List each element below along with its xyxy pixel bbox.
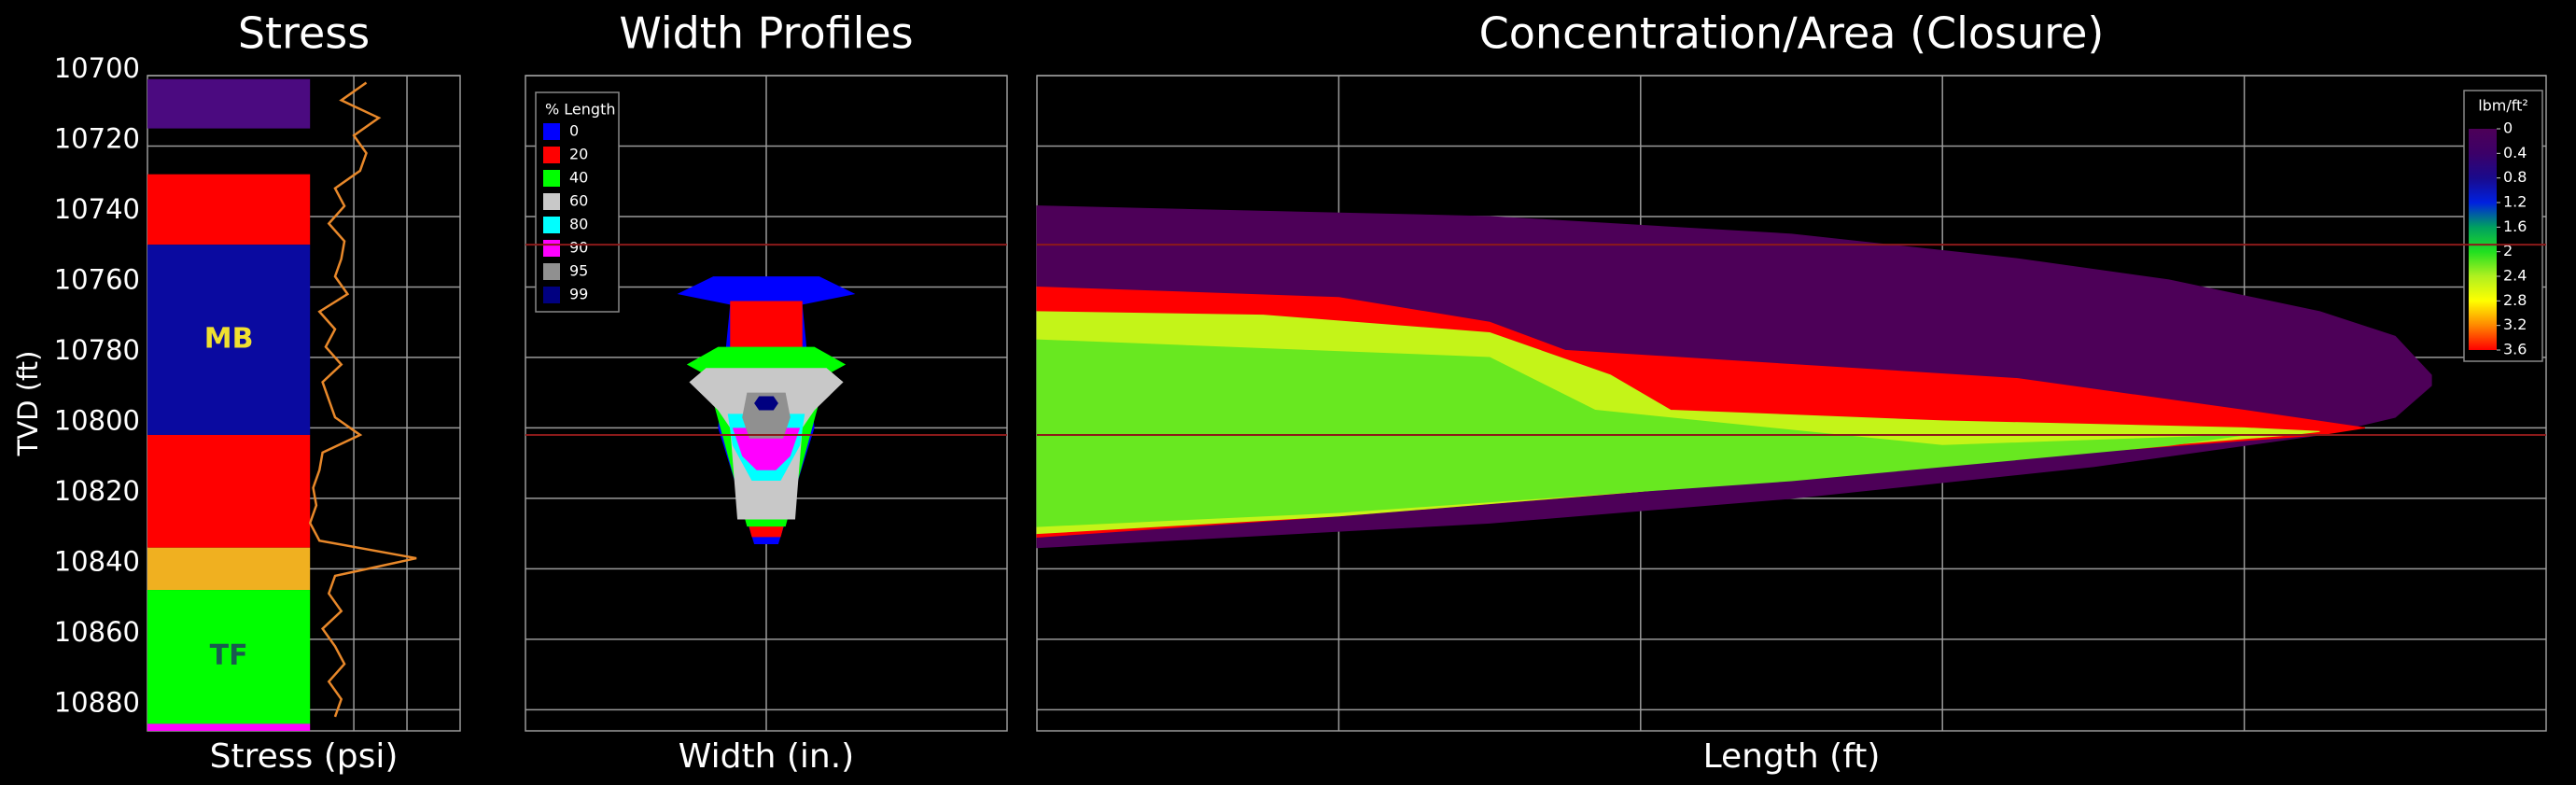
- y-tick-label: 10700: [54, 52, 140, 84]
- colorbar-tick-label: 0.8: [2503, 168, 2527, 186]
- y-tick-label: 10780: [54, 334, 140, 366]
- colorbar-tick-label: 2: [2503, 242, 2513, 259]
- layer-band: [147, 434, 311, 548]
- layer-band: [147, 723, 311, 731]
- legend-label: 40: [569, 169, 588, 187]
- y-tick-label: 10760: [54, 263, 140, 295]
- colorbar-tick-label: 0.4: [2503, 144, 2527, 161]
- layer-band: [147, 547, 311, 591]
- legend-swatch: [543, 287, 560, 303]
- panel-title: Stress: [238, 8, 370, 59]
- y-tick-label: 10880: [54, 686, 140, 718]
- stress-curve: [308, 81, 417, 718]
- y-tick-label: 10740: [54, 193, 140, 225]
- legend-swatch: [543, 123, 560, 140]
- colorbar-tick-label: 2.4: [2503, 267, 2527, 285]
- legend-swatch: [543, 263, 560, 280]
- width-profile: [754, 396, 778, 411]
- colorbar-title: lbm/ft²: [2478, 97, 2528, 115]
- layer-band: [147, 590, 311, 724]
- layer-band: [147, 174, 311, 245]
- colorbar-tick-label: 1.6: [2503, 217, 2527, 235]
- colorbar: [2469, 129, 2497, 350]
- y-tick-label: 10800: [54, 404, 140, 436]
- layer-label: TF: [210, 639, 248, 672]
- layer-label: MB: [204, 323, 254, 356]
- y-axis-label: TVD (ft): [12, 351, 44, 457]
- layer-band: [147, 245, 311, 435]
- panel-title: Width Profiles: [619, 8, 913, 59]
- legend-swatch: [543, 193, 560, 210]
- panel-frame: [525, 75, 1008, 732]
- colorbar-tick-label: 2.8: [2503, 291, 2527, 309]
- legend-label: 99: [569, 286, 588, 303]
- legend-label: 95: [569, 262, 588, 280]
- x-axis-label: Stress (psi): [210, 737, 399, 776]
- layer-band: [147, 78, 311, 129]
- x-axis-label: Length (ft): [1703, 737, 1881, 776]
- colorbar-tick-label: 3.2: [2503, 315, 2527, 333]
- legend-swatch: [543, 240, 560, 257]
- x-axis-label: Width (in.): [679, 737, 854, 776]
- width-profile: [742, 392, 791, 439]
- legend-label: 20: [569, 146, 588, 163]
- legend-swatch: [543, 147, 560, 163]
- panel-title: Concentration/Area (Closure): [1479, 8, 2105, 59]
- legend-label: 60: [569, 192, 588, 210]
- legend-label: 90: [569, 239, 588, 257]
- legend-swatch: [543, 170, 560, 187]
- y-tick-label: 10820: [54, 475, 140, 507]
- y-tick-label: 10860: [54, 616, 140, 648]
- colorbar-tick-label: 3.6: [2503, 341, 2527, 358]
- y-tick-label: 10840: [54, 545, 140, 577]
- y-tick-label: 10720: [54, 122, 140, 154]
- concentration-region: [1036, 339, 2245, 527]
- legend-swatch: [543, 217, 560, 233]
- legend-label: 0: [569, 122, 579, 140]
- legend-label: 80: [569, 216, 588, 233]
- colorbar-tick-label: 1.2: [2503, 193, 2527, 211]
- legend-title: % Length: [545, 101, 615, 119]
- colorbar-tick-label: 0: [2503, 119, 2513, 137]
